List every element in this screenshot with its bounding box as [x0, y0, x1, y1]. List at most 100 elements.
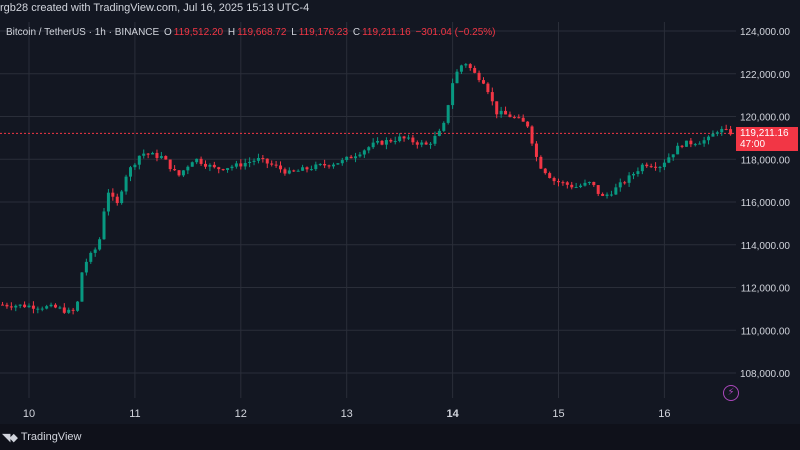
- high-value: 119,668.72: [237, 27, 287, 38]
- candle-body: [521, 117, 525, 122]
- candle-body: [376, 140, 380, 143]
- low-label: L: [291, 27, 297, 38]
- candle-body: [18, 304, 22, 306]
- candle-body: [327, 165, 331, 167]
- y-tick-label: 110,000.00: [741, 326, 791, 337]
- candle-body: [9, 306, 13, 308]
- candle-body: [159, 156, 163, 158]
- candle-body: [534, 143, 538, 157]
- candle-body: [424, 142, 428, 145]
- candle-body: [702, 140, 706, 144]
- low-value: 119,176.23: [298, 27, 349, 38]
- candle-body: [181, 170, 185, 176]
- candle-body: [53, 304, 57, 308]
- candle-body: [142, 153, 146, 156]
- candle-body: [164, 156, 168, 160]
- candle-body: [680, 145, 684, 147]
- chart-credit: rgb28 created with TradingView.com, Jul …: [0, 2, 310, 14]
- x-tick-label: 14: [446, 408, 459, 420]
- candle-body: [14, 305, 18, 308]
- candle-body: [676, 145, 680, 155]
- candle-body: [106, 192, 110, 212]
- candle-body: [248, 161, 252, 163]
- y-tick-label: 114,000.00: [741, 241, 791, 252]
- y-tick-label: 116,000.00: [741, 198, 791, 209]
- candle-body: [715, 132, 719, 134]
- ohlc-legend: Bitcoin / TetherUS · 1h · BINANCE O 119,5…: [6, 27, 498, 38]
- candle-body: [89, 252, 93, 262]
- candle-body: [314, 164, 318, 170]
- candle-body: [649, 166, 653, 168]
- candle-body: [640, 164, 644, 172]
- candle-body: [349, 156, 353, 159]
- candle-body: [504, 110, 508, 115]
- candle-body: [23, 304, 27, 308]
- candle-body: [596, 185, 600, 194]
- candle-body: [662, 162, 666, 168]
- candle-body: [543, 168, 547, 174]
- candle-body: [420, 142, 424, 145]
- candle-body: [720, 128, 724, 133]
- lightning-icon[interactable]: ⚡: [723, 385, 739, 401]
- candle-body: [133, 164, 137, 168]
- candle-body: [468, 64, 472, 69]
- candle-body: [274, 164, 278, 166]
- candle-body: [442, 122, 446, 131]
- candles: [1, 62, 733, 315]
- candle-body: [177, 170, 181, 176]
- candle-body: [552, 178, 556, 182]
- candle-body: [58, 307, 62, 309]
- candle-body: [693, 144, 697, 146]
- candle-body: [190, 162, 194, 167]
- candle-body: [455, 71, 459, 84]
- candle-body: [283, 169, 287, 174]
- candle-body: [592, 181, 596, 186]
- candle-body: [31, 305, 35, 309]
- x-tick-label: 13: [341, 408, 353, 420]
- candle-body: [27, 305, 31, 308]
- candle-body: [561, 182, 565, 184]
- candle-body: [724, 128, 728, 130]
- candle-body: [93, 249, 97, 253]
- candle-body: [151, 152, 155, 155]
- candle-body: [208, 164, 212, 167]
- candle-body: [49, 304, 53, 307]
- candle-body: [323, 164, 327, 166]
- last-price-tag: 119,211.16 47:00: [736, 127, 798, 151]
- candle-body: [574, 187, 578, 189]
- candle-body: [204, 163, 207, 167]
- candle-body: [146, 153, 150, 155]
- candle-body: [195, 158, 199, 163]
- candle-body: [40, 308, 44, 310]
- candle-body: [279, 165, 283, 170]
- candle-body: [226, 168, 230, 170]
- candle-body: [477, 72, 481, 81]
- footer-brand[interactable]: TradingView: [20, 431, 82, 443]
- candle-body: [539, 156, 543, 169]
- candle-body: [186, 166, 190, 171]
- candle-body: [243, 162, 247, 167]
- candle-body: [120, 191, 124, 204]
- candle-body: [473, 68, 477, 73]
- candle-body: [239, 163, 243, 167]
- close-value: 119,211.16: [362, 27, 411, 38]
- tradingview-logo-icon[interactable]: ◥◆: [2, 431, 18, 444]
- candle-body: [433, 135, 437, 144]
- candle-body: [411, 137, 415, 143]
- candle-body: [609, 194, 613, 196]
- candle-body: [98, 239, 102, 250]
- candle-body: [398, 136, 402, 142]
- candle-body: [340, 160, 344, 164]
- candle-body: [67, 309, 71, 313]
- candle-body: [583, 182, 587, 186]
- candle-body: [495, 101, 499, 115]
- candle-body: [115, 196, 119, 204]
- candle-body: [102, 211, 106, 240]
- candle-body: [451, 83, 455, 106]
- candle-body: [128, 167, 132, 177]
- candle-body: [358, 154, 362, 157]
- x-tick-label: 11: [129, 408, 140, 420]
- candle-body: [707, 136, 711, 141]
- candle-body: [221, 169, 225, 171]
